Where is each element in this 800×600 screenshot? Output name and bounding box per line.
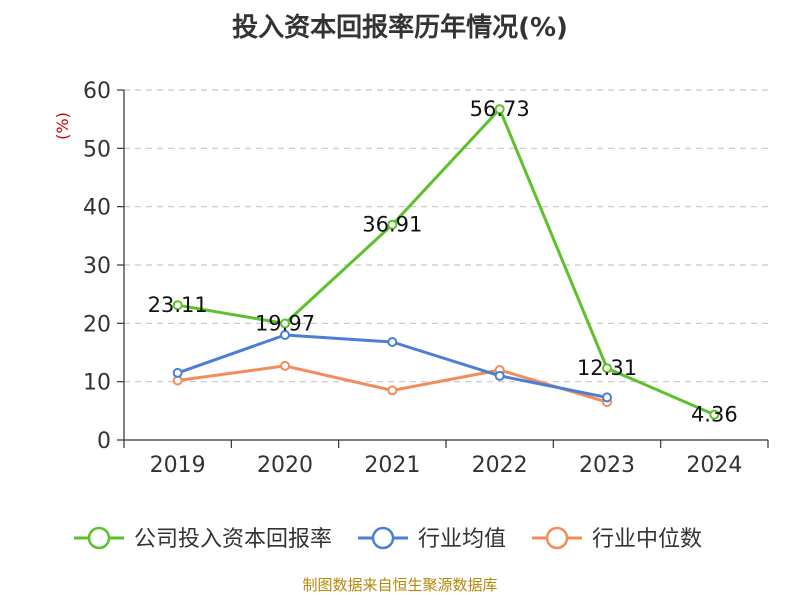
y-tick-label: 20 bbox=[83, 312, 111, 337]
data-point bbox=[494, 104, 505, 115]
data-point bbox=[387, 219, 398, 230]
data-label: 23.11 bbox=[148, 293, 208, 317]
data-label: 36.91 bbox=[362, 213, 422, 237]
data-point bbox=[172, 367, 183, 378]
data-point bbox=[280, 330, 290, 340]
x-tick-label: 2023 bbox=[579, 453, 635, 478]
axes-layer: 0 10 20 30 40 50 60 2019 2020 2021 2022 2023 2024 bbox=[83, 79, 769, 478]
y-tick-label: 40 bbox=[83, 196, 111, 221]
data-point bbox=[387, 385, 398, 396]
y-tick-label: 0 bbox=[97, 429, 111, 454]
data-point bbox=[602, 363, 612, 374]
data-label: 56.73 bbox=[470, 97, 530, 121]
data-point bbox=[387, 337, 398, 347]
x-tick-label: 2021 bbox=[364, 453, 420, 478]
series-layer bbox=[172, 104, 720, 420]
y-axis-label: (%) bbox=[53, 112, 72, 140]
y-tick-label: 60 bbox=[83, 79, 111, 104]
data-point bbox=[602, 392, 612, 403]
data-labels-layer: 23.11 19.97 36.91 56.73 12.31 4.36 bbox=[148, 97, 738, 426]
data-point bbox=[172, 300, 183, 311]
legend-label: 行业均值 bbox=[418, 527, 506, 552]
legend: 公司投入资本回报率 行业均值 行业中位数 bbox=[74, 526, 702, 552]
x-tick-label: 2022 bbox=[472, 453, 528, 478]
y-tick-label: 10 bbox=[83, 371, 111, 396]
chart-title: 投入资本回报率历年情况(%) bbox=[232, 12, 568, 43]
legend-marker bbox=[371, 526, 395, 550]
series-line bbox=[177, 107, 715, 416]
x-tick-label: 2019 bbox=[150, 453, 206, 478]
source-note: 制图数据来自恒生聚源数据库 bbox=[302, 576, 497, 594]
data-point bbox=[280, 318, 290, 329]
legend-label: 行业中位数 bbox=[592, 527, 702, 552]
data-point bbox=[709, 409, 720, 420]
data-point bbox=[494, 370, 505, 381]
y-tick-label: 50 bbox=[83, 137, 111, 162]
x-tick-label: 2020 bbox=[257, 453, 313, 478]
data-point bbox=[280, 360, 290, 371]
data-label: 4.36 bbox=[691, 403, 738, 427]
y-tick-label: 30 bbox=[83, 254, 111, 279]
data-label: 19.97 bbox=[255, 312, 315, 336]
legend-marker bbox=[87, 526, 111, 550]
legend-marker bbox=[545, 526, 569, 550]
x-tick-label: 2024 bbox=[686, 453, 742, 478]
legend-label: 公司投入资本回报率 bbox=[134, 527, 332, 552]
grid-layer bbox=[124, 89, 768, 383]
data-label: 12.31 bbox=[577, 356, 637, 380]
